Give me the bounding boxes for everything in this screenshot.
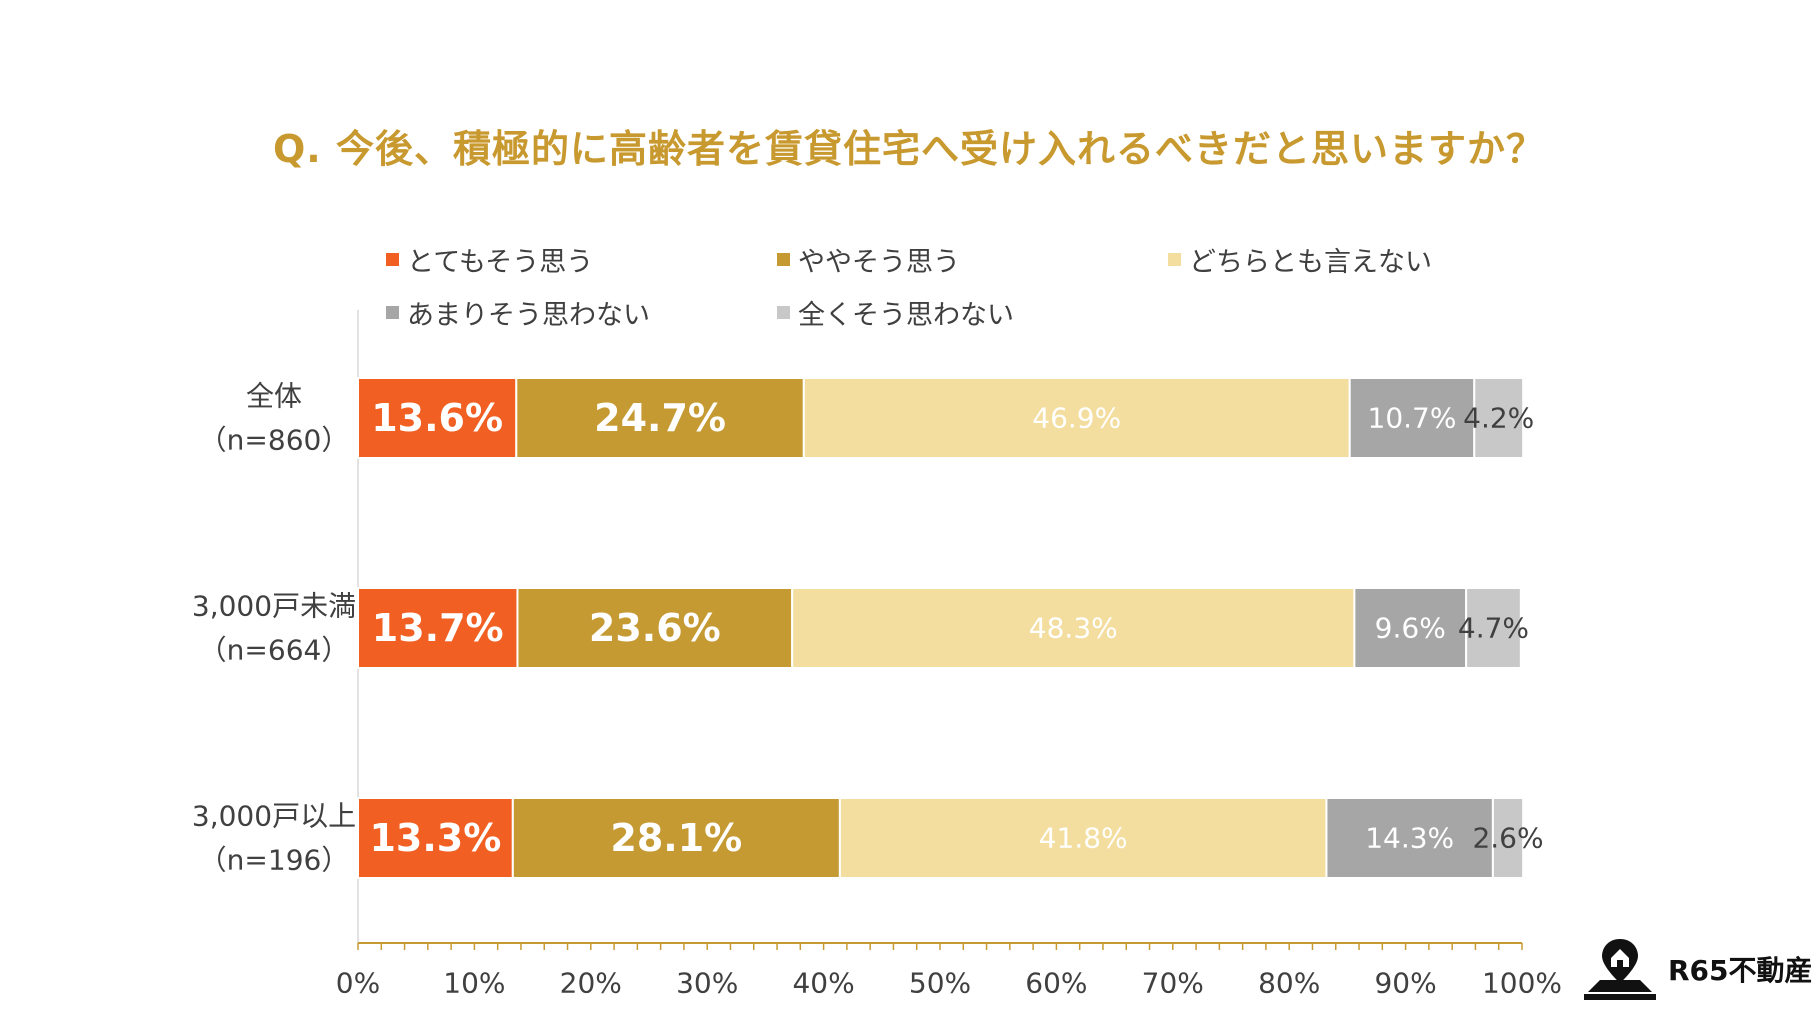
bar-segment <box>1491 797 1525 879</box>
legend-label: ややそう思う <box>798 246 960 278</box>
legend-item: ややそう思う <box>777 241 960 278</box>
category-n-label: （n=664） <box>199 634 350 667</box>
bar-segment <box>1473 377 1525 459</box>
legend-label: どちらとも言えない <box>1189 246 1432 278</box>
bar-segment <box>511 797 841 879</box>
bar-segment <box>1465 587 1522 669</box>
legend-swatch <box>386 305 399 319</box>
legend-swatch <box>777 252 790 266</box>
x-tick-label: 90% <box>1374 967 1436 1000</box>
data-label: 13.6% <box>371 396 503 440</box>
data-label: 28.1% <box>610 816 742 860</box>
x-tick-label: 10% <box>443 967 505 1000</box>
x-tick-label: 60% <box>1025 967 1087 1000</box>
data-label: 9.6% <box>1375 612 1446 645</box>
category-label: 3,000戸未満 <box>192 590 356 623</box>
legend-swatch <box>1168 252 1181 266</box>
chart-title: Q. 今後、積極的に高齢者を賃貸住宅へ受け入れるべきだと思いますか？ <box>273 127 1545 171</box>
bar-segment <box>357 797 514 879</box>
category-n-label: （n=196） <box>199 844 350 877</box>
x-tick-label: 20% <box>560 967 622 1000</box>
data-label: 10.7% <box>1368 402 1457 435</box>
bar-segment <box>357 587 519 669</box>
legend-item: 全くそう思わない <box>777 294 1014 331</box>
legend-item: あまりそう思わない <box>386 294 650 331</box>
category-label: 3,000戸以上 <box>192 800 356 833</box>
data-label: 4.7% <box>1458 612 1529 645</box>
legend-item: とてもそう思う <box>386 241 594 278</box>
x-tick-label: 30% <box>676 967 738 1000</box>
bar-segment <box>1325 797 1494 879</box>
legend-swatch <box>386 252 399 266</box>
data-label: 4.2% <box>1463 402 1534 435</box>
data-label: 24.7% <box>594 396 726 440</box>
x-tick-label: 70% <box>1142 967 1204 1000</box>
brand-name: R65不動産 <box>1668 954 1813 987</box>
map-pin-house-icon <box>1584 939 1656 1000</box>
data-label: 14.3% <box>1365 822 1454 855</box>
legend-item: どちらとも言えない <box>1168 241 1432 278</box>
data-label: 48.3% <box>1029 612 1118 645</box>
data-label: 41.8% <box>1039 822 1128 855</box>
bar-segment <box>791 587 1356 669</box>
category-n-label: （n=860） <box>199 424 350 457</box>
bar-segment <box>838 797 1328 879</box>
x-tick-label: 40% <box>792 967 854 1000</box>
data-label: 46.9% <box>1032 402 1121 435</box>
x-tick-label: 50% <box>909 967 971 1000</box>
data-label: 13.3% <box>369 816 501 860</box>
x-tick-label: 80% <box>1258 967 1320 1000</box>
data-label: 23.6% <box>589 606 721 650</box>
data-label: 13.7% <box>372 606 504 650</box>
legend-label: とてもそう思う <box>407 246 594 278</box>
bar-segment <box>1353 587 1468 669</box>
legend-label: 全くそう思わない <box>798 299 1014 331</box>
bar-segment <box>516 587 794 669</box>
brand-logo: R65不動産 <box>1580 935 1813 1003</box>
data-label: 2.6% <box>1472 822 1543 855</box>
legend-swatch <box>777 305 790 319</box>
x-tick-label: 100% <box>1482 967 1562 1000</box>
x-tick-label: 0% <box>336 967 380 1000</box>
bar-segment <box>515 377 805 459</box>
legend-label: あまりそう思わない <box>407 299 650 331</box>
bar-segment <box>802 377 1351 459</box>
bar-segment <box>1348 377 1476 459</box>
bar-segment <box>357 377 518 459</box>
category-label: 全体 <box>246 380 302 413</box>
